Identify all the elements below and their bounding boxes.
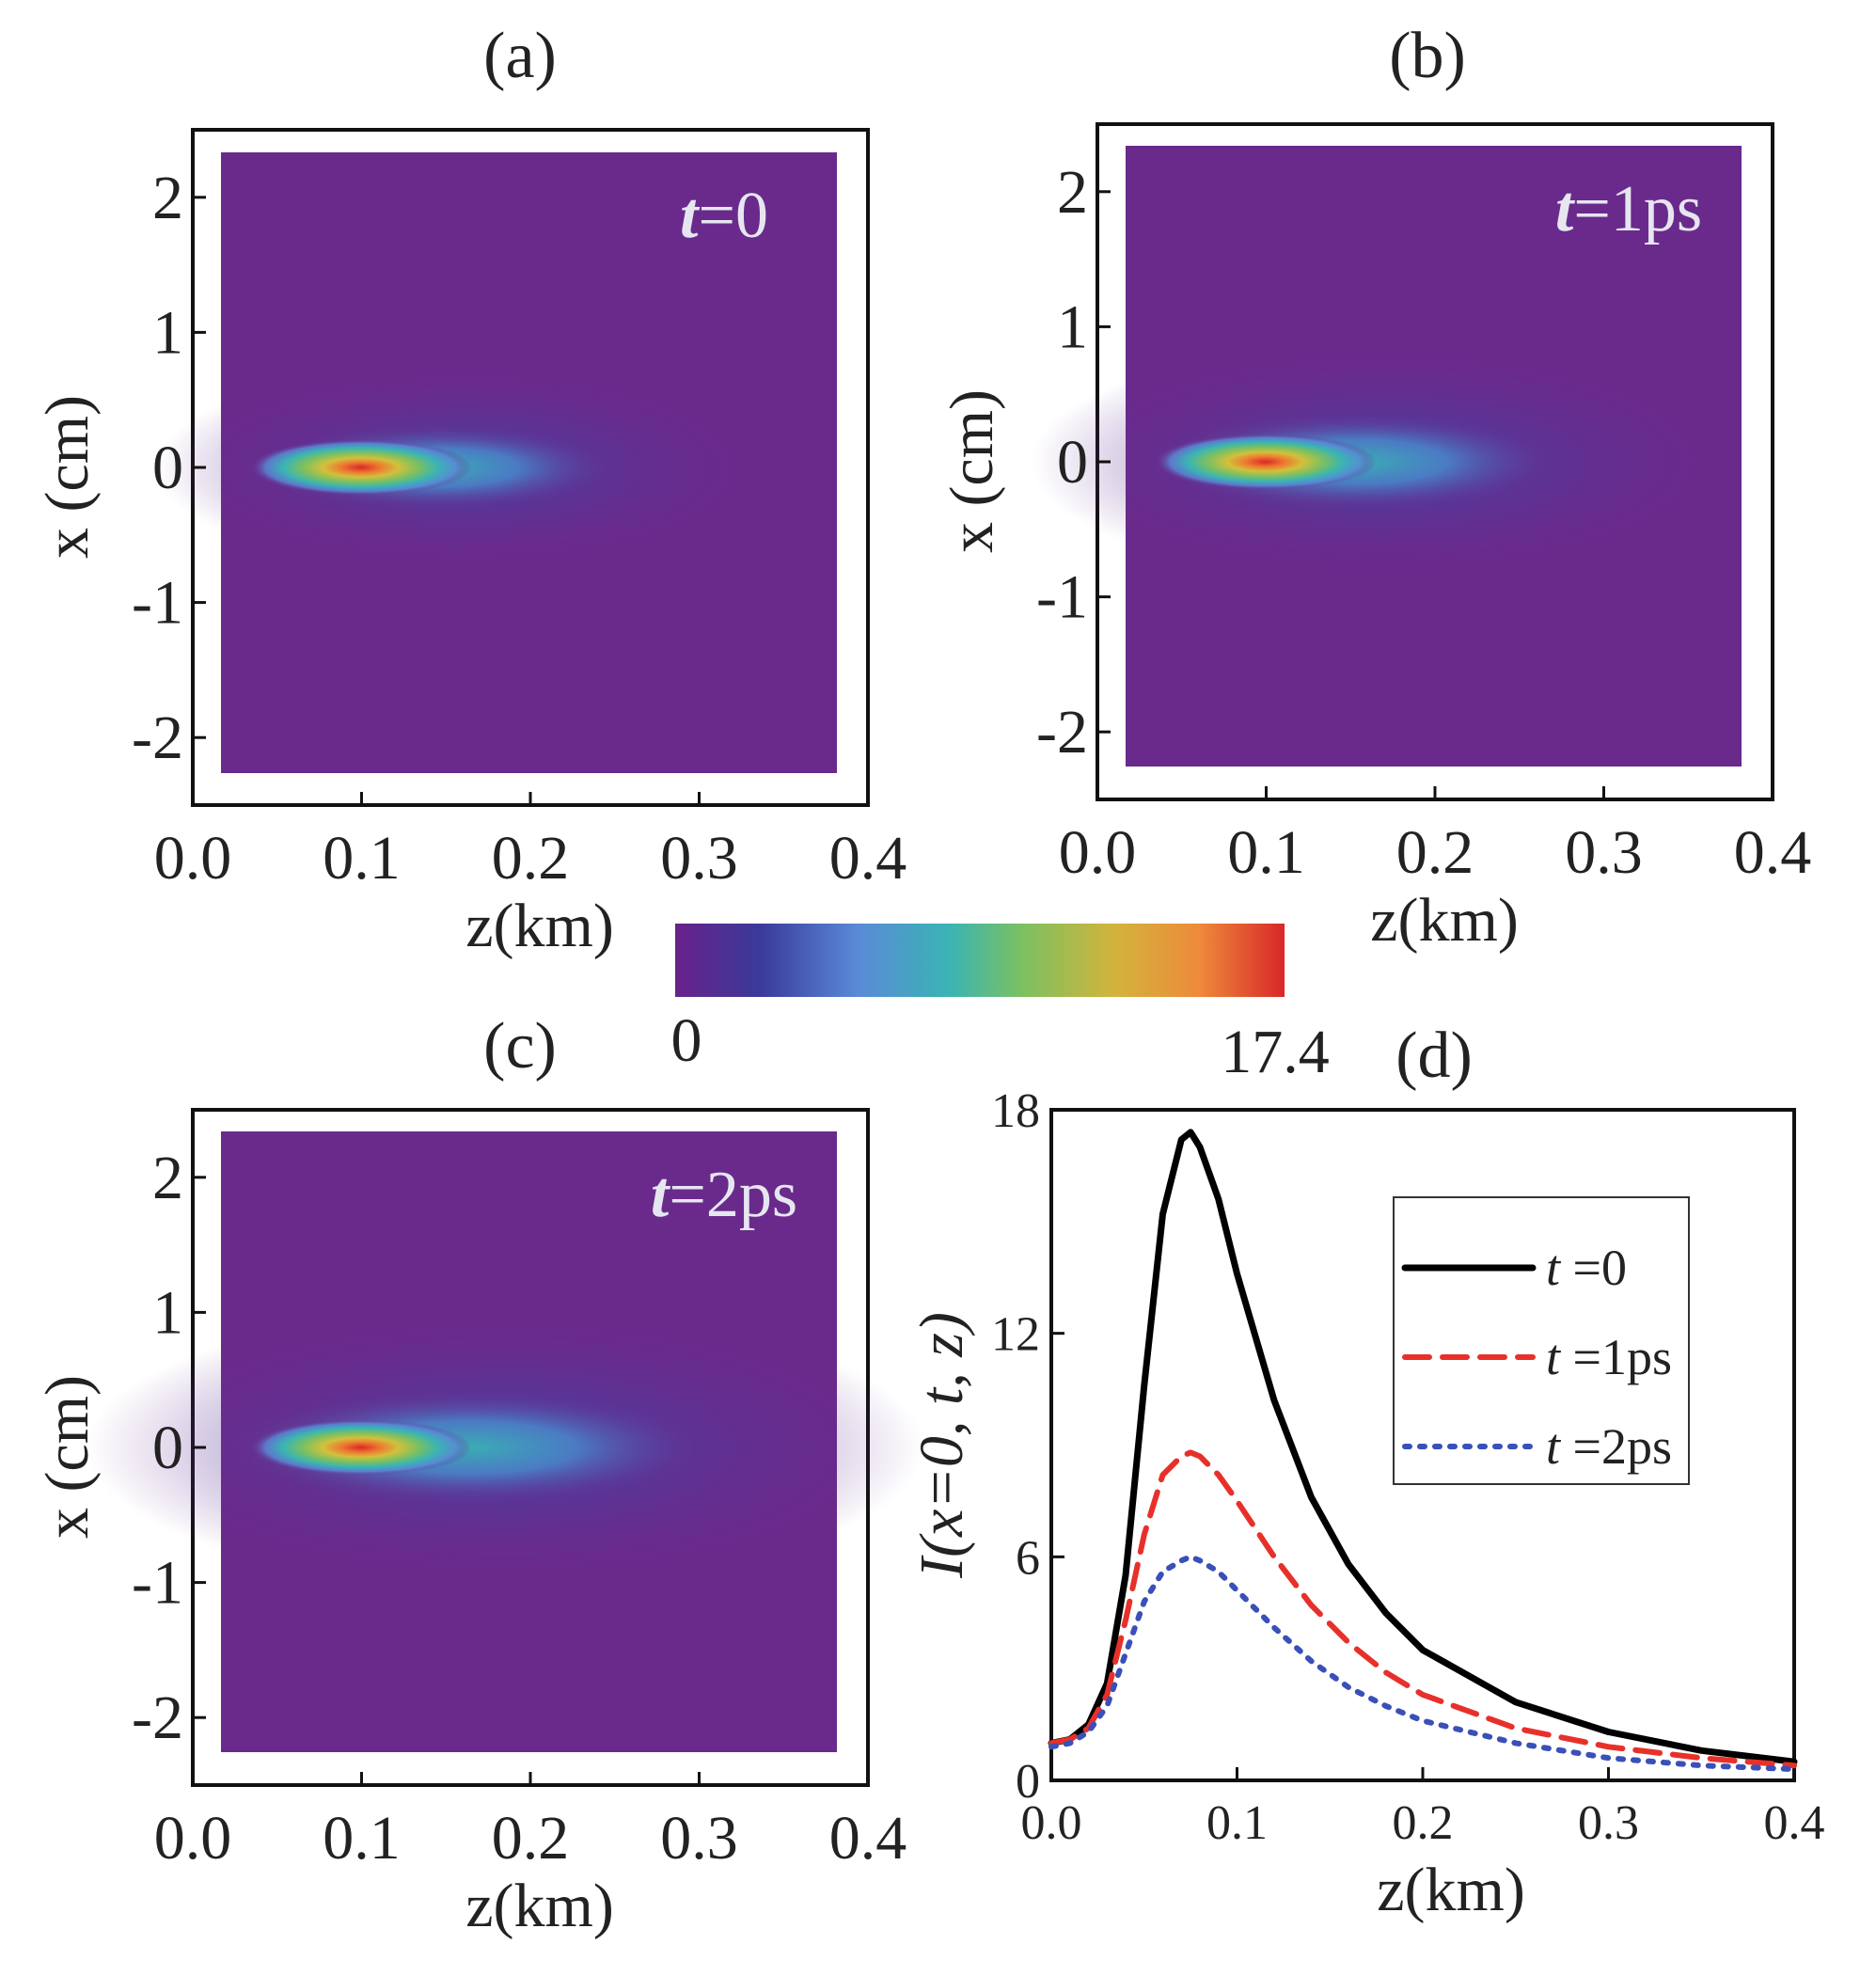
panel-d-line-chart: 0.0 0.1 0.2 0.3 0.4 0 6 12 18 z(km) I(x=0, t, z) t … [907, 1084, 1825, 1924]
time-label-value: =0 [698, 180, 767, 252]
y-axis-label: I(x=0, t, z) [907, 1312, 976, 1579]
x-tick-label: 0.0 [154, 1804, 232, 1873]
y-tick-label: 18 [991, 1084, 1040, 1138]
panel-c-title: (c) [483, 1010, 557, 1083]
panel-a-title: (a) [483, 20, 557, 92]
x-tick-label: 0.2 [1396, 818, 1474, 887]
y-axis-label: x (cm) [33, 395, 102, 559]
y-tick-label: -1 [1036, 563, 1088, 632]
x-axis-label: z(km) [1377, 1856, 1525, 1924]
x-tick-label: 0.0 [1059, 818, 1137, 887]
series-line-2 [1048, 1554, 1797, 1773]
y-tick-label: 0 [152, 434, 183, 502]
y-tick-label: 1 [152, 1278, 183, 1347]
time-label-value: =1ps [1573, 173, 1702, 245]
x-axis-label: z(km) [465, 1872, 614, 1940]
legend-box [1393, 1196, 1690, 1485]
heatmap-peak [249, 1419, 472, 1476]
legend-label-symbol: t [1546, 1240, 1562, 1296]
y-tick-label: -2 [132, 703, 183, 772]
time-label-symbol: t [680, 180, 701, 252]
x-axis-label: z(km) [1370, 886, 1519, 955]
y-tick-label: 0 [152, 1414, 183, 1482]
time-label-value: =2ps [669, 1159, 797, 1231]
panel-a-heatmap: 0.0 0.1 0.2 0.3 0.4 2 1 0 -1 -2 z(km) x (cm) t=0 [33, 128, 907, 960]
y-tick-label: 2 [1057, 158, 1088, 227]
x-tick-label: 0.2 [1393, 1796, 1454, 1850]
time-label-symbol: t [651, 1159, 671, 1231]
x-axis-label: z(km) [465, 892, 614, 960]
x-tick-label: 0.3 [660, 824, 738, 893]
x-tick-label: 0.3 [1565, 818, 1643, 887]
y-tick-label: 0 [1057, 428, 1088, 497]
x-tick-label: 0.4 [1764, 1796, 1825, 1850]
y-tick-label: 0 [1016, 1755, 1040, 1809]
time-label: t=0 [680, 180, 768, 252]
x-tick-label: 0.1 [323, 824, 401, 893]
x-tick-label: 0.2 [492, 1804, 570, 1873]
y-tick-label: 1 [152, 298, 183, 367]
y-tick-label: -2 [132, 1684, 183, 1752]
y-axis-label: x (cm) [938, 389, 1006, 553]
series-line-0 [1048, 1129, 1798, 1765]
time-label: t=2ps [651, 1159, 797, 1231]
y-tick-label: -2 [1036, 698, 1088, 767]
legend-label-0: t =0 [1546, 1240, 1627, 1296]
y-tick-label: 12 [991, 1308, 1040, 1362]
time-label-symbol: t [1555, 173, 1576, 245]
x-tick-label: 0.3 [1578, 1796, 1639, 1850]
x-tick-label: 0.0 [1021, 1796, 1082, 1850]
legend-label-value: =1ps [1560, 1329, 1672, 1385]
colorbar: 0 17.4 [671, 924, 1330, 1086]
y-tick-label: 1 [1057, 292, 1088, 361]
heatmap-peak [1154, 434, 1377, 490]
legend-label-symbol: t [1546, 1329, 1562, 1385]
y-tick-label: 2 [152, 164, 183, 232]
colorbar-gradient [675, 924, 1285, 997]
y-tick-label: 6 [1016, 1531, 1040, 1585]
x-tick-label: 0.1 [1206, 1796, 1268, 1850]
x-tick-label: 0.1 [1227, 818, 1305, 887]
x-tick-label: 0.4 [829, 824, 907, 893]
y-tick-label: 2 [152, 1144, 183, 1212]
panel-b-heatmap: 0.0 0.1 0.2 0.3 0.4 2 1 0 -1 -2 z(km) x (cm) t=1ps [938, 122, 1812, 955]
y-tick-label: -1 [132, 569, 183, 638]
legend-label-1: t =1ps [1546, 1329, 1672, 1385]
legend-label-value: =2ps [1560, 1418, 1672, 1475]
x-tick-label: 0.4 [1734, 818, 1812, 887]
panel-b-title: (b) [1389, 20, 1466, 92]
y-tick-label: -1 [132, 1549, 183, 1618]
legend-label-symbol: t [1546, 1418, 1562, 1475]
time-label: t=1ps [1555, 173, 1702, 245]
legend-label-value: =0 [1560, 1240, 1627, 1296]
x-tick-label: 0.1 [323, 1804, 401, 1873]
colorbar-max-label: 17.4 [1221, 1018, 1330, 1086]
heatmap-peak [249, 439, 472, 496]
x-tick-label: 0.4 [829, 1804, 907, 1873]
series-line-1 [1048, 1449, 1797, 1769]
panel-d-title: (d) [1395, 1020, 1473, 1092]
legend-label-2: t =2ps [1546, 1418, 1672, 1475]
panel-c-heatmap: 0.0 0.1 0.2 0.3 0.4 2 1 0 -1 -2 z(km) x (cm) t=2ps [33, 1108, 925, 1940]
colorbar-min-label: 0 [671, 1006, 702, 1075]
x-tick-label: 0.3 [660, 1804, 738, 1873]
x-tick-label: 0.0 [154, 824, 232, 893]
x-tick-label: 0.2 [492, 824, 570, 893]
y-axis-label: x (cm) [33, 1375, 102, 1539]
